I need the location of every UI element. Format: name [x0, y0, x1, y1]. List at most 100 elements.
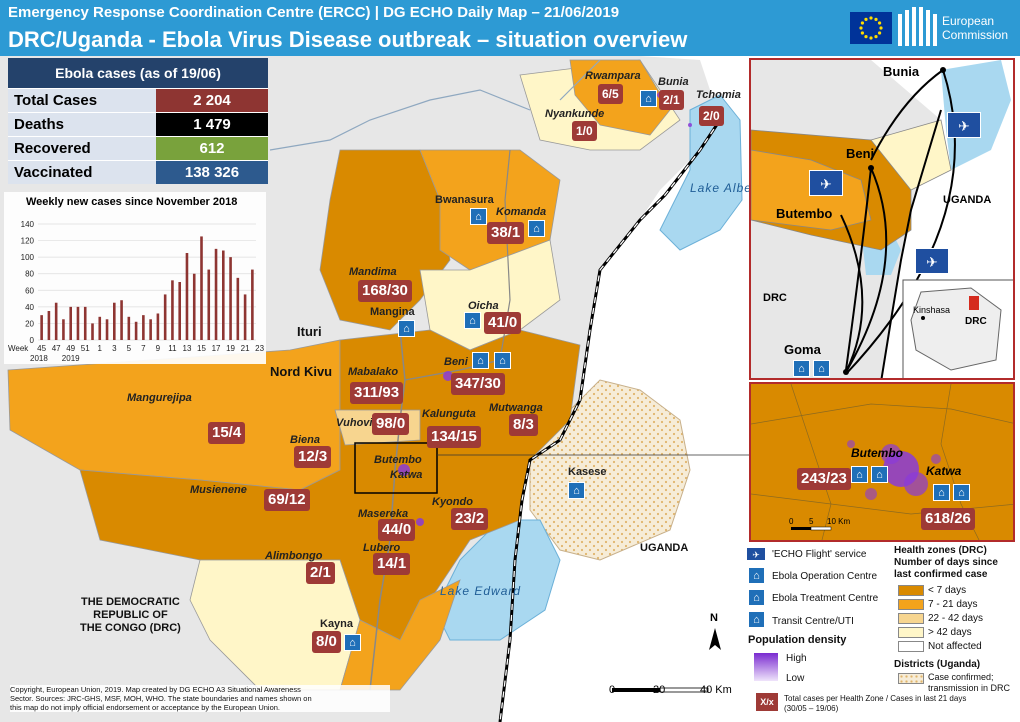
case-box-biena[interactable]: 12/3	[294, 446, 332, 468]
chart-bar	[105, 319, 109, 340]
chart-bar	[127, 316, 131, 340]
case-box-mutwanga[interactable]: 8/3	[509, 414, 538, 436]
country-label-drc: THE DEMOCRATIC REPUBLIC OF THE CONGO (DR…	[80, 596, 181, 634]
case-box-vuhovi[interactable]: 98/0	[372, 413, 410, 435]
treatment-centre-icon[interactable]: ⌂	[528, 220, 545, 237]
chart-bar	[251, 269, 254, 340]
inset2-label-katwa: Katwa	[926, 464, 962, 478]
inset-label-bunia: Bunia	[883, 64, 920, 79]
stats-row-total: Total Cases 2 204	[8, 89, 268, 112]
case-box-rwampara[interactable]: 6/5	[598, 84, 623, 104]
ebola-stats-panel: Ebola cases (as of 19/06) Total Cases 2 …	[8, 58, 268, 184]
case-box-komanda[interactable]: 38/1	[487, 222, 525, 244]
case-box-kayna[interactable]: 8/0	[312, 631, 341, 653]
case-box-mangurejipa[interactable]: 15/4	[208, 422, 246, 444]
chart-bar	[54, 302, 58, 340]
transit-centre-icon[interactable]: ⌂	[640, 90, 657, 107]
y-tick-label: 140	[21, 220, 35, 229]
chart-bar	[236, 277, 240, 340]
legend-districts-title: Districts (Uganda)	[894, 659, 981, 670]
transit-centre-icon[interactable]: ⌂	[470, 208, 487, 225]
case-box-alimbongo[interactable]: 2/1	[306, 562, 335, 584]
case-box-katwa[interactable]: 618/26	[921, 508, 975, 530]
inset-label-drc: DRC	[763, 292, 787, 304]
case-box-lubero[interactable]: 14/1	[373, 553, 411, 575]
treatment-centre-icon[interactable]: ⌂	[398, 320, 415, 337]
country-label-uganda: UGANDA	[640, 542, 689, 554]
place-label-bwanasura: Bwanasura	[435, 194, 494, 206]
y-tick-label: 100	[21, 253, 35, 262]
case-box-beni[interactable]: 347/30	[451, 373, 505, 395]
zone-label-mabalako: Mabalako	[348, 366, 399, 378]
x-tick-label: 51	[81, 344, 90, 353]
treatment-centre-icon[interactable]: ⌂	[472, 352, 489, 369]
transit-centre-icon[interactable]: ⌂	[953, 484, 970, 501]
legend-population-title: Population density	[748, 634, 847, 646]
year-label-2018: 2018	[30, 354, 48, 363]
case-box-nyankunde[interactable]: 1/0	[572, 121, 597, 141]
north-arrow-icon	[709, 628, 721, 650]
berlaymont-logo-icon	[898, 7, 937, 46]
echo-flight-icon[interactable]: ✈	[915, 248, 949, 274]
x-tick-label: 45	[37, 344, 46, 353]
chart-bar	[163, 294, 167, 340]
treatment-centre-icon[interactable]: ⌂	[851, 466, 868, 483]
transit-centre-icon[interactable]: ⌂	[494, 352, 511, 369]
legend-swatch	[898, 641, 924, 652]
chart-bar	[171, 280, 174, 340]
legend-swatch-dotted	[898, 673, 924, 684]
case-box-kyondo[interactable]: 23/2	[451, 508, 489, 530]
inset-label-uganda: UGANDA	[943, 194, 992, 206]
stats-row-recovered: Recovered 612	[8, 137, 268, 160]
chart-bar	[229, 257, 232, 340]
treatment-centre-icon[interactable]: ⌂	[568, 482, 585, 499]
chart-bar	[76, 306, 80, 340]
legend-hz-sub2: last confirmed case	[894, 569, 988, 580]
treatment-centre-icon[interactable]: ⌂	[933, 484, 950, 501]
map-title: DRC/Uganda - Ebola Virus Disease outbrea…	[8, 27, 688, 52]
case-box-kalunguta[interactable]: 134/15	[427, 426, 481, 448]
place-label-kasese: Kasese	[568, 466, 607, 478]
x-tick-label: 19	[226, 344, 235, 353]
case-box-tchomia[interactable]: 2/0	[699, 106, 724, 126]
legend-swatch	[898, 613, 924, 624]
inset-map-region[interactable]: Bunia Beni Butembo Goma UGANDA DRC Kinsh…	[749, 58, 1015, 380]
case-box-butembo[interactable]: 243/23	[797, 468, 851, 490]
weekly-cases-chart: Weekly new cases since November 2018 0 20…	[4, 192, 266, 364]
transit-centre-icon[interactable]: ⌂	[464, 312, 481, 329]
legend-swatch	[898, 585, 924, 596]
legend-hz-title: Health zones (DRC)	[894, 545, 987, 556]
north-label: N	[710, 612, 718, 624]
case-box-bunia[interactable]: 2/1	[659, 90, 684, 110]
chart-title: Weekly new cases since November 2018	[26, 196, 238, 208]
stats-title: Ebola cases (as of 19/06)	[8, 58, 268, 88]
case-box-musienene[interactable]: 69/12	[264, 489, 310, 511]
legend-xbox: X/x	[756, 693, 778, 711]
case-box-mandima[interactable]: 168/30	[358, 280, 412, 302]
y-tick-label: 120	[21, 237, 35, 246]
locator-label-drc: DRC	[965, 316, 987, 327]
transit-centre-icon[interactable]: ⌂	[344, 634, 361, 651]
x-tick-label: 13	[183, 344, 192, 353]
case-box-mabalako[interactable]: 311/93	[350, 382, 404, 404]
case-box-oicha[interactable]: 41/0	[484, 312, 522, 334]
echo-flight-icon[interactable]: ✈	[809, 170, 843, 196]
case-box-masereka[interactable]: 44/0	[378, 519, 416, 541]
header-banner: Emergency Response Coordination Centre (…	[0, 0, 1020, 56]
x-axis-prefix: Week	[8, 344, 29, 353]
population-gradient	[754, 653, 778, 681]
operation-centre-icon[interactable]: ⌂	[871, 466, 888, 483]
scale-label-20: 20	[653, 684, 666, 696]
echo-flight-icon[interactable]: ✈	[947, 112, 981, 138]
chart-bar	[149, 319, 152, 340]
inset-map-butembo[interactable]: Butembo Katwa 243/23 618/26 ⌂ ⌂ ⌂ ⌂ 0 5 …	[749, 382, 1015, 542]
place-label-butembo: Butembo	[374, 454, 422, 466]
stats-row-vaccinated: Vaccinated 138 326	[8, 161, 268, 184]
locator-label-kinshasa: Kinshasa	[913, 305, 951, 315]
operation-centre-icon[interactable]: ⌂	[813, 360, 830, 377]
treatment-centre-icon[interactable]: ⌂	[793, 360, 810, 377]
chart-bar	[62, 319, 65, 340]
x-tick-label: 5	[127, 344, 132, 353]
inset-label-goma: Goma	[784, 342, 821, 357]
chart-bar	[214, 248, 218, 340]
